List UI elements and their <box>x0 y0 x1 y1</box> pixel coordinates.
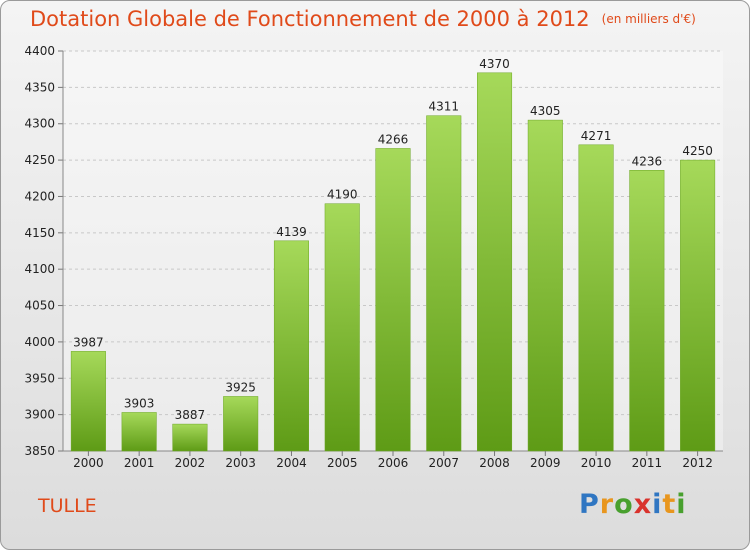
x-tick-label-2012: 2012 <box>682 456 713 470</box>
x-tick-label-2005: 2005 <box>327 456 358 470</box>
bar-2008 <box>477 72 513 452</box>
data-label-2009: 4305 <box>530 104 561 118</box>
bar-2001 <box>121 412 157 452</box>
bar-2007 <box>426 115 462 452</box>
bar-2011 <box>629 170 665 452</box>
proxiti-logo: Proxiti <box>579 489 687 520</box>
data-label-2004: 4139 <box>276 225 307 239</box>
y-tick-label: 4000 <box>24 335 55 349</box>
y-tick-label: 3850 <box>24 444 55 458</box>
x-tick-label-2004: 2004 <box>276 456 307 470</box>
bar-2009 <box>527 119 563 452</box>
y-tick-label: 4200 <box>24 189 55 203</box>
y-tick-label: 4350 <box>24 80 55 94</box>
x-tick-label-2006: 2006 <box>378 456 409 470</box>
data-label-2008: 4370 <box>479 57 510 71</box>
bar-2002 <box>172 423 208 452</box>
data-label-2011: 4236 <box>632 154 663 168</box>
x-tick-label-2007: 2007 <box>428 456 459 470</box>
y-tick-label: 4300 <box>24 117 55 131</box>
data-label-2003: 3925 <box>225 380 256 394</box>
data-label-2002: 3887 <box>175 408 206 422</box>
data-label-2001: 3903 <box>124 396 155 410</box>
data-label-2005: 4190 <box>327 188 358 202</box>
chart-subtitle: (en milliers d'€) <box>601 12 696 26</box>
x-tick-label-2008: 2008 <box>479 456 510 470</box>
data-label-2012: 4250 <box>682 144 713 158</box>
chart-title-text: Dotation Globale de Fonctionnement de 20… <box>30 7 590 31</box>
x-tick-label-2011: 2011 <box>632 456 663 470</box>
x-tick-label-2010: 2010 <box>581 456 612 470</box>
y-tick-label: 3950 <box>24 371 55 385</box>
x-tick-label-2002: 2002 <box>175 456 206 470</box>
x-tick-label-2003: 2003 <box>225 456 256 470</box>
data-label-2006: 4266 <box>378 132 409 146</box>
data-label-2007: 4311 <box>428 100 459 114</box>
data-label-2000: 3987 <box>73 335 104 349</box>
bar-2000 <box>70 351 106 452</box>
x-tick-label-2000: 2000 <box>73 456 104 470</box>
city-label: TULLE <box>38 495 97 517</box>
bar-2004 <box>273 240 309 452</box>
bar-2003 <box>223 396 259 452</box>
y-tick-label: 3900 <box>24 408 55 422</box>
x-tick-label-2001: 2001 <box>124 456 155 470</box>
y-tick-label: 4100 <box>24 262 55 276</box>
bar-2005 <box>324 203 360 452</box>
data-label-2010: 4271 <box>581 129 612 143</box>
bar-2006 <box>375 148 411 452</box>
y-tick-label: 4250 <box>24 153 55 167</box>
x-tick-label-2009: 2009 <box>530 456 561 470</box>
bar-2010 <box>578 144 614 452</box>
y-tick-label: 4150 <box>24 226 55 240</box>
y-tick-label: 4400 <box>24 44 55 58</box>
bar-2012 <box>680 159 716 452</box>
chart-title: Dotation Globale de Fonctionnement de 20… <box>30 7 696 31</box>
y-tick-label: 4050 <box>24 299 55 313</box>
